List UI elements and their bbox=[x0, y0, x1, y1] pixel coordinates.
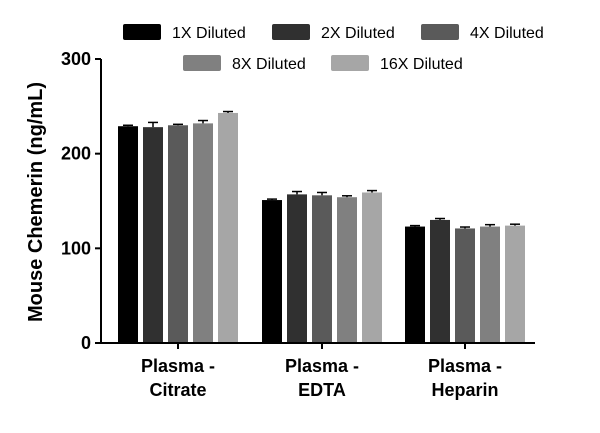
category-label: Plasma - bbox=[141, 356, 215, 376]
bar-8x-diluted-1 bbox=[337, 197, 357, 343]
legend: 1X Diluted 2X Diluted 4X Diluted 8X Diluted… bbox=[123, 24, 544, 73]
bar-16x-diluted-2 bbox=[505, 225, 525, 343]
bar-8x-diluted-2 bbox=[480, 226, 500, 343]
legend-swatch bbox=[123, 24, 161, 40]
legend-swatch bbox=[272, 24, 310, 40]
legend-label: 16X Diluted bbox=[380, 56, 463, 73]
y-axis-label: Mouse Chemerin (ng/mL) bbox=[25, 82, 47, 322]
legend-label: 2X Diluted bbox=[321, 25, 395, 42]
y-tick-label: 100 bbox=[61, 238, 91, 258]
legend-label: 4X Diluted bbox=[470, 25, 544, 42]
bar-4x-diluted-0 bbox=[168, 125, 188, 344]
legend-label: 8X Diluted bbox=[232, 56, 306, 73]
bar-4x-diluted-1 bbox=[312, 195, 332, 343]
y-tick-label: 300 bbox=[61, 49, 91, 69]
bar-1x-diluted-2 bbox=[405, 226, 425, 343]
legend-swatch bbox=[421, 24, 459, 40]
bar-4x-diluted-2 bbox=[455, 228, 475, 343]
category-label: Heparin bbox=[431, 380, 498, 400]
legend-swatch bbox=[331, 55, 369, 71]
bar-8x-diluted-0 bbox=[193, 123, 213, 343]
y-tick-label: 0 bbox=[81, 333, 91, 353]
error-bars-layer bbox=[123, 110, 520, 229]
category-label: Plasma - bbox=[285, 356, 359, 376]
y-tick-label: 200 bbox=[61, 144, 91, 164]
bar-16x-diluted-0 bbox=[218, 112, 238, 344]
bar-1x-diluted-1 bbox=[262, 200, 282, 343]
bars-layer bbox=[118, 112, 525, 344]
bar-2x-diluted-1 bbox=[287, 194, 307, 343]
bar-2x-diluted-2 bbox=[430, 219, 450, 343]
legend-swatch bbox=[183, 55, 221, 71]
category-label: EDTA bbox=[298, 380, 346, 400]
category-label: Plasma - bbox=[428, 356, 502, 376]
axes-layer: 0 100 200 300 Plasma - Citrate Plasma - EDTA Pla… bbox=[61, 49, 535, 400]
bar-2x-diluted-0 bbox=[143, 127, 163, 343]
bar-16x-diluted-1 bbox=[362, 192, 382, 343]
category-label: Citrate bbox=[149, 380, 206, 400]
legend-label: 1X Diluted bbox=[172, 25, 246, 42]
bar-1x-diluted-0 bbox=[118, 126, 138, 343]
